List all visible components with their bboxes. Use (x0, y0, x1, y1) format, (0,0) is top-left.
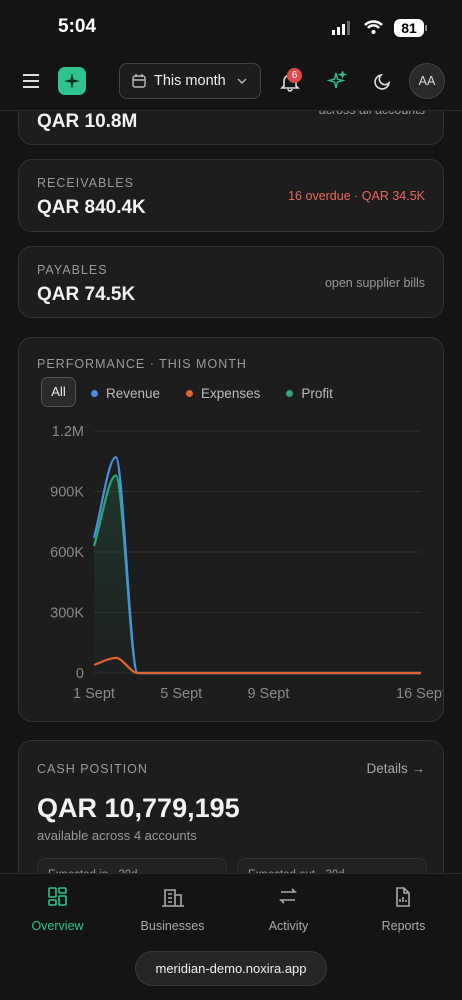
payables-note: open supplier bills (324, 276, 425, 290)
nav-activity[interactable]: Activity (268, 919, 309, 933)
calendar-icon (132, 74, 146, 88)
x-tick-label: 1 Sept (73, 686, 115, 702)
cash-details[interactable]: Details → (366, 761, 425, 776)
receivables-label: RECEIVABLES (37, 176, 134, 190)
nav-icons (48, 887, 410, 907)
nav-businesses[interactable]: Businesses (140, 919, 205, 933)
receivables-note: 16 overdue · QAR 34.5K (288, 189, 425, 203)
cash-card: CASH POSITION Details → QAR 10,779,195 a… (18, 740, 444, 873)
filter-all[interactable]: All (41, 377, 76, 407)
legend-item[interactable]: Expenses (186, 384, 260, 402)
nav-overview[interactable]: Overview (31, 919, 84, 933)
status-icons (332, 19, 427, 37)
battery-level: 81 (401, 20, 417, 36)
y-tick-label: 600K (50, 545, 84, 561)
performance-card: PERFORMANCE · THIS MONTH All Revenue Expe… (18, 337, 444, 722)
bottom-nav: Overview Businesses Activity Reports mer… (0, 873, 462, 1000)
y-tick-label: 0 (76, 666, 84, 682)
status-time: 5:04 (58, 16, 97, 37)
receivables-value: QAR 840.4K (37, 197, 146, 218)
period-label: This month (154, 73, 226, 89)
chevron (237, 78, 247, 84)
period-selector[interactable]: This month (119, 63, 261, 99)
legend: Revenue Expenses Profit (91, 384, 333, 402)
legend-swatch (286, 389, 294, 397)
legend-swatch (91, 389, 98, 397)
menu-icon[interactable] (22, 72, 40, 90)
avatar[interactable]: AA (409, 63, 445, 99)
cash-value: QAR 10,779,195 (37, 793, 240, 823)
cash-title: CASH POSITION (37, 762, 148, 776)
y-tick-label: 900K (50, 485, 84, 501)
legend-label: Revenue (106, 385, 161, 401)
payables-label: PAYABLES (37, 263, 108, 277)
area (94, 475, 421, 673)
ai-icon[interactable] (327, 71, 347, 91)
line (92, 474, 421, 675)
expected-in: Expected in · 30d (37, 858, 227, 873)
legend-label: Profit (301, 385, 333, 401)
scroll-area: QAR 10.8M across all accounts RECEIVABLE… (18, 60, 444, 873)
chart-title: PERFORMANCE · THIS MONTH (37, 357, 247, 371)
payables-card[interactable]: PAYABLES QAR 74.5K open supplier bills (18, 246, 444, 318)
top-bar: 5:04 81 This month 6 AA (0, 0, 462, 111)
x-tick-label: 9 Sept (247, 686, 289, 702)
notification-badge: 6 (287, 68, 302, 83)
legend-item[interactable]: Profit (286, 384, 333, 402)
balance-value: QAR 10.8M (37, 111, 138, 132)
line (93, 656, 421, 675)
legend-label: Expenses (201, 385, 261, 401)
nav-reports[interactable]: Reports (381, 919, 426, 933)
logo[interactable] (58, 67, 86, 95)
receivables-card[interactable]: RECEIVABLES QAR 840.4K 16 overdue · QAR … (18, 159, 444, 232)
theme-icon[interactable] (374, 72, 392, 90)
expected-out: Expected out · 30d (237, 858, 427, 873)
legend-item[interactable]: Revenue (91, 384, 160, 402)
url-bar[interactable]: meridian-demo.noxira.app (135, 951, 327, 986)
legend-swatch (186, 389, 194, 397)
x-tick-label: 16 Sept (396, 686, 444, 702)
y-tick-label: 1.2M (52, 424, 84, 440)
y-tick-label: 300K (50, 606, 84, 622)
line (92, 456, 421, 675)
chart: 0 300K 600K 900K 1.2M 1 Sept 5 Sept 9 Sept 16 Se… (50, 424, 444, 702)
x-tick-label: 5 Sept (160, 686, 202, 702)
cash-subtitle: available across 4 accounts (37, 828, 197, 843)
payables-value: QAR 74.5K (37, 284, 136, 305)
